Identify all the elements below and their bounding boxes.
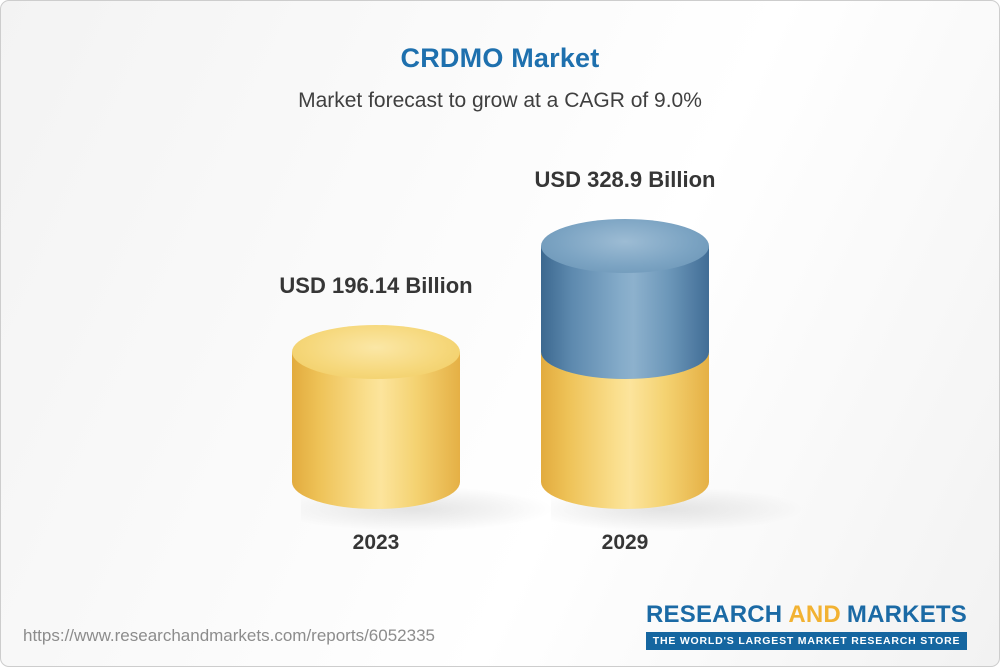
bar-2029-growth-top-ellipse <box>541 218 709 273</box>
research-and-markets-logo: RESEARCH AND MARKETS THE WORLD'S LARGEST M… <box>646 601 967 650</box>
logo-word-and: AND <box>788 601 841 628</box>
chart-subtitle: Market forecast to grow at a CAGR of 9.0… <box>298 89 702 112</box>
source-url: https://www.researchandmarkets.com/repor… <box>23 626 435 645</box>
value-label-2023: USD 196.14 Billion <box>279 273 473 299</box>
chart-title: CRDMO Market <box>400 43 600 73</box>
axis-label-2023: 2023 <box>352 531 400 554</box>
logo-tagline: THE WORLD'S LARGEST MARKET RESEARCH STOR… <box>646 632 967 650</box>
value-label-2029: USD 328.9 Billion <box>534 166 716 192</box>
logo-word-markets: MARKETS <box>846 601 967 628</box>
logo-word-research: RESEARCH <box>646 601 783 628</box>
bar-2023-top-ellipse <box>292 325 460 380</box>
axis-label-2029: 2029 <box>601 531 649 554</box>
logo-wordmark: RESEARCH AND MARKETS <box>646 601 967 629</box>
